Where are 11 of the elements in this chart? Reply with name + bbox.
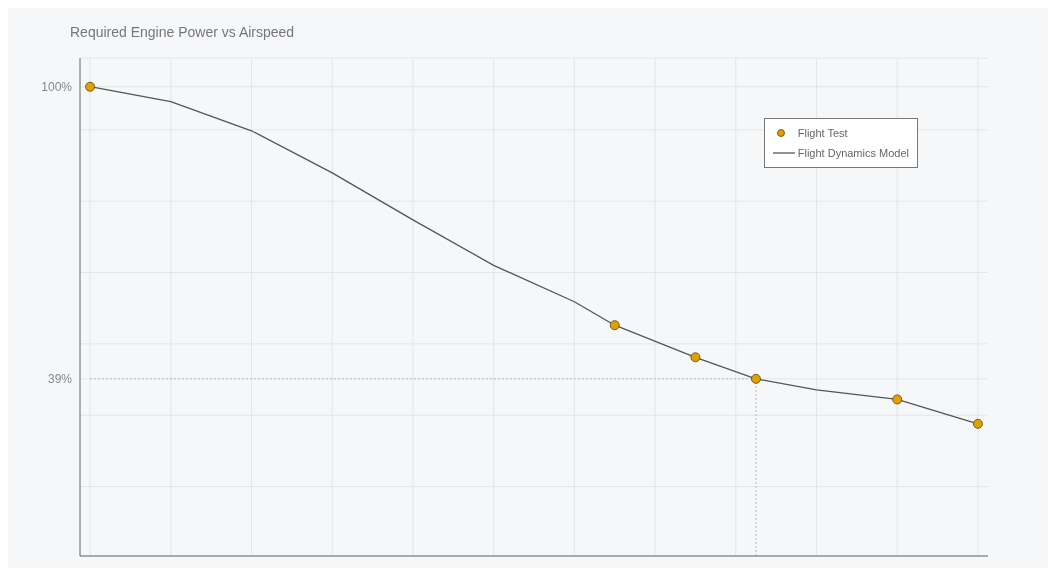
legend-label: Flight Test: [797, 126, 848, 141]
point: [751, 373, 761, 384]
y-tick-label: 39%: [47, 372, 73, 387]
point: [690, 352, 701, 363]
y-tick-label: 100%: [41, 79, 73, 94]
point: [892, 394, 903, 405]
chart-title: Required Engine Power vs Airspeed: [70, 24, 295, 40]
point: [973, 418, 983, 429]
point: [85, 81, 95, 92]
point: [609, 320, 620, 331]
legend-label: Flight Dynamics Model: [797, 146, 909, 161]
